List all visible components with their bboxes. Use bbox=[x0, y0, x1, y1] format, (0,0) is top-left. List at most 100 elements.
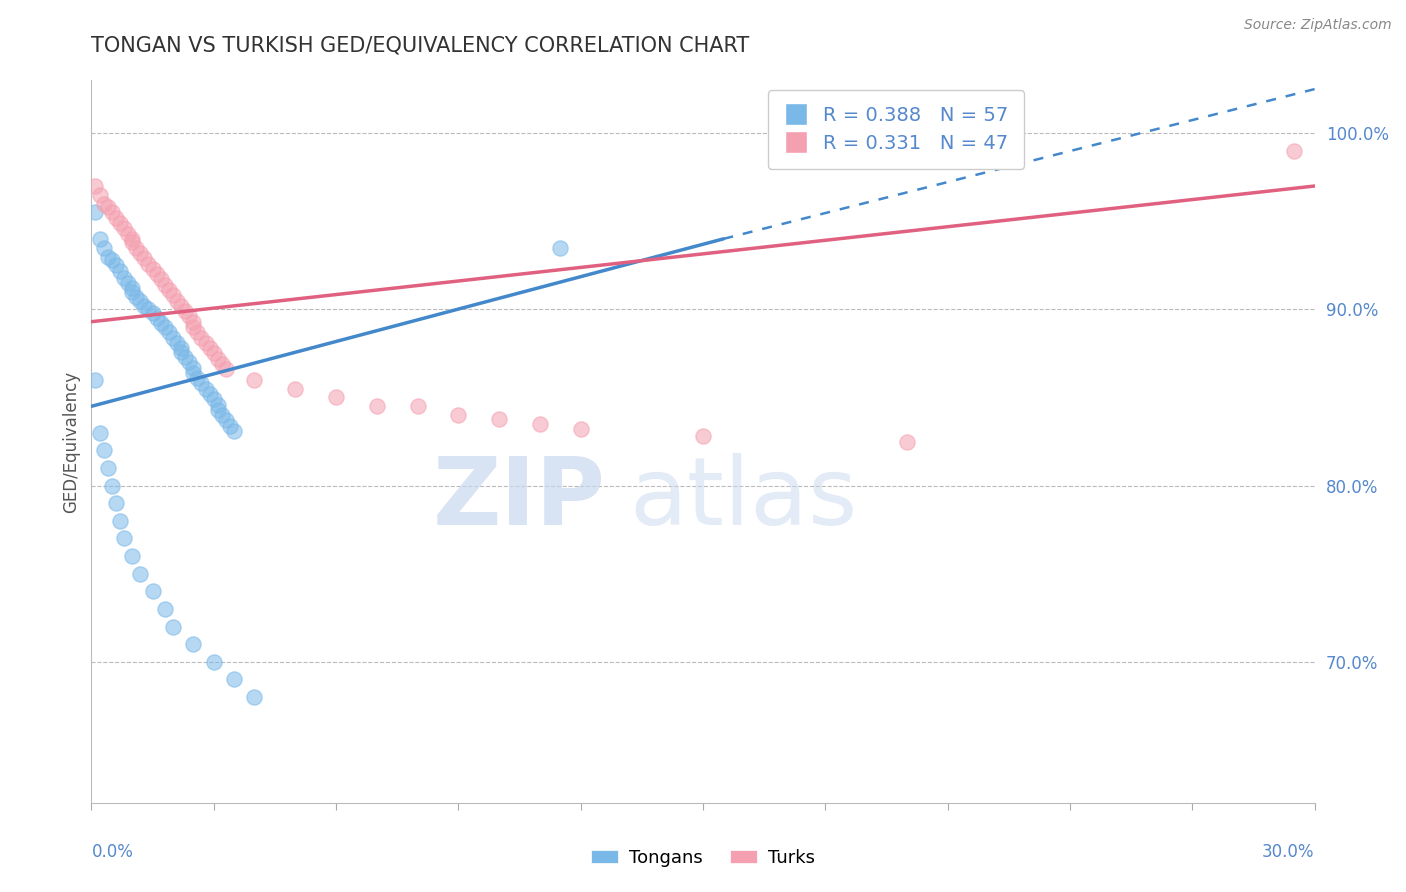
Point bbox=[186, 371, 208, 385]
Point bbox=[569, 422, 592, 436]
Text: 0.0%: 0.0% bbox=[91, 843, 134, 861]
Point bbox=[84, 373, 107, 387]
Point bbox=[202, 655, 225, 669]
Y-axis label: GED/Equivalency: GED/Equivalency bbox=[62, 370, 80, 513]
Point bbox=[243, 690, 266, 704]
Point bbox=[202, 346, 225, 360]
Point bbox=[134, 299, 156, 313]
Point bbox=[190, 330, 212, 344]
Point bbox=[166, 335, 188, 350]
Point bbox=[198, 387, 221, 401]
Point bbox=[138, 256, 160, 270]
Point bbox=[202, 392, 225, 407]
Point bbox=[219, 418, 242, 433]
Text: atlas: atlas bbox=[630, 453, 858, 545]
Point bbox=[97, 250, 120, 264]
Point bbox=[117, 227, 139, 241]
Point bbox=[108, 263, 131, 277]
Point bbox=[145, 267, 167, 281]
Point bbox=[447, 408, 470, 422]
Point bbox=[179, 355, 201, 369]
Point bbox=[104, 258, 127, 272]
Point bbox=[121, 281, 143, 295]
Point bbox=[174, 350, 197, 364]
Point bbox=[93, 443, 115, 458]
Point bbox=[692, 429, 714, 443]
Point bbox=[138, 302, 160, 317]
Point bbox=[125, 290, 148, 304]
Point bbox=[179, 310, 201, 324]
Point bbox=[141, 584, 163, 599]
Point bbox=[141, 306, 163, 320]
Point bbox=[93, 196, 115, 211]
Point bbox=[194, 335, 217, 350]
Point bbox=[170, 344, 193, 359]
Point bbox=[145, 311, 167, 326]
Point bbox=[166, 293, 188, 308]
Point bbox=[222, 424, 246, 438]
Point bbox=[153, 277, 176, 292]
Text: Source: ZipAtlas.com: Source: ZipAtlas.com bbox=[1244, 18, 1392, 32]
Point bbox=[198, 341, 221, 355]
Point bbox=[101, 205, 124, 219]
Point bbox=[162, 619, 184, 633]
Point bbox=[194, 382, 217, 396]
Point bbox=[190, 376, 212, 391]
Point bbox=[366, 399, 388, 413]
Point bbox=[162, 330, 184, 344]
Point bbox=[157, 326, 180, 340]
Point bbox=[101, 478, 124, 492]
Legend: Tongans, Turks: Tongans, Turks bbox=[583, 842, 823, 874]
Point bbox=[121, 235, 143, 250]
Point bbox=[325, 391, 347, 405]
Point bbox=[93, 241, 115, 255]
Point bbox=[186, 326, 208, 340]
Point bbox=[406, 399, 429, 413]
Point bbox=[207, 351, 229, 366]
Point bbox=[104, 211, 127, 225]
Point bbox=[183, 315, 205, 329]
Point bbox=[101, 253, 124, 268]
Point bbox=[153, 602, 176, 616]
Point bbox=[121, 549, 143, 563]
Point bbox=[134, 252, 156, 266]
Point bbox=[84, 179, 107, 194]
Point bbox=[112, 532, 135, 546]
Point bbox=[183, 366, 205, 380]
Point bbox=[183, 320, 205, 334]
Legend: R = 0.388   N = 57, R = 0.331   N = 47: R = 0.388 N = 57, R = 0.331 N = 47 bbox=[768, 90, 1024, 169]
Point bbox=[550, 241, 572, 255]
Point bbox=[121, 285, 143, 299]
Point bbox=[183, 637, 205, 651]
Point bbox=[215, 413, 238, 427]
Point bbox=[97, 200, 120, 214]
Text: 30.0%: 30.0% bbox=[1263, 843, 1315, 861]
Point bbox=[488, 411, 510, 425]
Point bbox=[121, 232, 143, 246]
Point bbox=[89, 232, 111, 246]
Point bbox=[141, 261, 163, 276]
Point bbox=[215, 362, 238, 376]
Point bbox=[129, 566, 152, 581]
Point bbox=[183, 360, 205, 375]
Text: TONGAN VS TURKISH GED/EQUIVALENCY CORRELATION CHART: TONGAN VS TURKISH GED/EQUIVALENCY CORREL… bbox=[91, 36, 749, 55]
Point bbox=[108, 216, 131, 230]
Point bbox=[222, 673, 246, 687]
Point bbox=[149, 272, 172, 286]
Point bbox=[207, 398, 229, 412]
Point bbox=[89, 425, 111, 440]
Point bbox=[112, 270, 135, 285]
Point bbox=[153, 320, 176, 334]
Point bbox=[284, 382, 307, 396]
Point bbox=[117, 276, 139, 290]
Point bbox=[129, 246, 152, 260]
Point bbox=[108, 514, 131, 528]
Point bbox=[207, 402, 229, 417]
Point bbox=[89, 187, 111, 202]
Point bbox=[125, 241, 148, 255]
Point bbox=[104, 496, 127, 510]
Point bbox=[170, 341, 193, 355]
Point bbox=[529, 417, 551, 431]
Text: ZIP: ZIP bbox=[432, 453, 605, 545]
Point bbox=[149, 317, 172, 331]
